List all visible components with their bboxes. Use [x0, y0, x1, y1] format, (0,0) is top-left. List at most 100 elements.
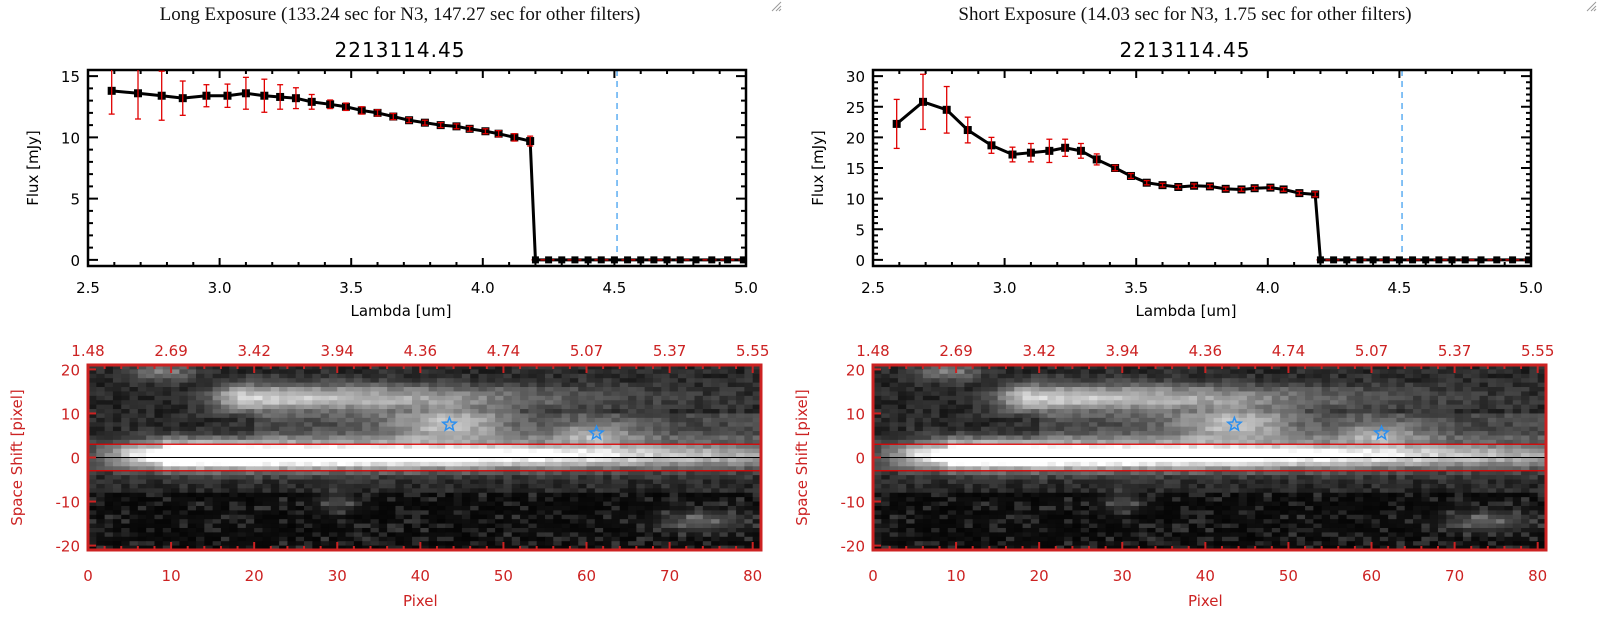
image-pixel: [412, 404, 421, 410]
image-pixel: [964, 413, 974, 419]
image-pixel: [345, 444, 355, 450]
image-pixel: [1504, 404, 1514, 410]
image-pixel: [470, 479, 480, 485]
image-pixel: [752, 439, 762, 445]
image-pixel: [931, 378, 941, 384]
image-pixel: [873, 413, 882, 419]
image-pixel: [889, 373, 899, 379]
image-pixel: [362, 492, 372, 498]
image-pixel: [719, 457, 729, 463]
image-pixel: [171, 510, 180, 516]
image-pixel: [644, 492, 654, 498]
image-pixel: [229, 382, 239, 388]
image-pixel: [553, 395, 563, 401]
image-pixel: [1089, 369, 1098, 375]
image-pixel: [337, 461, 347, 467]
image-pixel: [279, 391, 289, 397]
image-pixel: [536, 453, 546, 459]
image-pixel: [1022, 395, 1032, 401]
image-pixel: [997, 369, 1007, 375]
image-pixel: [1255, 413, 1265, 419]
image-pixel: [328, 413, 338, 419]
image-pixel: [171, 479, 180, 485]
image-pixel: [279, 431, 289, 437]
error-bar: [920, 73, 927, 131]
image-pixel: [129, 514, 139, 520]
image-pixel: [981, 365, 990, 371]
image-pixel: [603, 541, 613, 547]
image-pixel: [112, 514, 122, 520]
image-pixel: [1280, 387, 1290, 393]
image-pixel: [337, 369, 347, 375]
image-pixel: [652, 519, 662, 525]
image-pixel: [88, 541, 97, 547]
image-pixel: [578, 387, 588, 393]
image-pixel: [436, 382, 446, 388]
image-pixel: [146, 391, 156, 397]
image-pixel: [445, 541, 455, 547]
image-pixel: [495, 378, 505, 384]
image-pixel: [1005, 369, 1015, 375]
image-pixel: [569, 439, 579, 445]
image-pixel: [320, 426, 330, 432]
image-pixel: [569, 541, 579, 547]
image-pixel: [528, 492, 538, 498]
image-pixel: [395, 431, 405, 437]
image-pixel: [1055, 404, 1065, 410]
image-pixel: [445, 400, 455, 406]
image-pixel: [254, 532, 264, 538]
image-pixel: [470, 395, 480, 401]
image-pixel: [370, 378, 380, 384]
image-pixel: [644, 373, 654, 379]
image-pixel: [669, 527, 679, 533]
image-pixel: [254, 475, 264, 481]
image-pixel: [694, 505, 704, 511]
image-pixel: [561, 483, 571, 489]
image-pixel: [162, 536, 172, 542]
image-pixel: [931, 404, 941, 410]
image-pixel: [121, 444, 131, 450]
image-pixel: [312, 431, 322, 437]
image-pixel: [362, 523, 372, 529]
image-pixel: [611, 378, 621, 384]
image-pixel: [503, 369, 513, 375]
image-pixel: [736, 439, 745, 445]
image-pixel: [162, 470, 172, 476]
image-pixel: [353, 470, 363, 476]
image-pixel: [628, 409, 637, 415]
image-pixel: [981, 409, 990, 415]
image-pixel: [445, 422, 455, 428]
image-pixel: [1354, 395, 1364, 401]
image-pixel: [378, 448, 388, 454]
y-tick-label: 0: [855, 252, 865, 270]
image-pixel: [96, 479, 106, 485]
image-pixel: [328, 387, 338, 393]
image-pixel: [229, 536, 239, 542]
image-pixel: [628, 475, 637, 481]
image-pixel: [254, 413, 264, 419]
image-pixel: [1313, 365, 1323, 371]
exposure-title: Short Exposure (14.03 sec for N3, 1.75 s…: [958, 4, 1412, 25]
image-pixel: [1446, 369, 1456, 375]
image-pixel: [744, 497, 754, 503]
image-pixel: [989, 382, 999, 388]
image-pixel: [1280, 365, 1290, 371]
image-pixel: [395, 492, 405, 498]
image-pixel: [1479, 391, 1489, 397]
image-pixel: [1180, 387, 1190, 393]
image-pixel: [752, 523, 762, 529]
image-pixel: [1163, 365, 1173, 371]
image-pixel: [1064, 378, 1074, 384]
image-pixel: [428, 523, 438, 529]
image-pixel: [1371, 373, 1381, 379]
image-pixel: [1496, 373, 1506, 379]
image-pixel: [129, 369, 139, 375]
image-pixel: [752, 369, 762, 375]
image-pixel: [1363, 378, 1373, 384]
image-pixel: [328, 523, 338, 529]
image-pixel: [470, 492, 480, 498]
image-pixel: [536, 435, 546, 441]
image-pixel: [96, 523, 106, 529]
image-pixel: [1263, 395, 1273, 401]
image-pixel: [528, 453, 538, 459]
